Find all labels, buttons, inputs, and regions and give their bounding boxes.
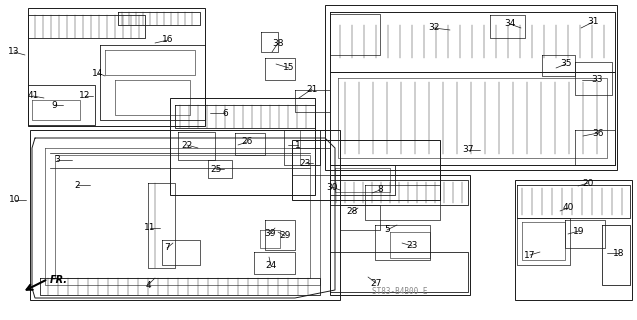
- Text: 4: 4: [145, 281, 151, 290]
- Text: 8: 8: [377, 186, 383, 195]
- Bar: [325, 5, 617, 170]
- Text: 36: 36: [592, 129, 604, 138]
- Text: ST83-B4B00 E: ST83-B4B00 E: [372, 287, 428, 297]
- Text: 15: 15: [283, 63, 295, 73]
- Text: 2: 2: [74, 180, 80, 189]
- Text: 1: 1: [295, 140, 301, 149]
- Text: 9: 9: [51, 100, 57, 109]
- Text: 27: 27: [370, 278, 382, 287]
- Text: 11: 11: [144, 223, 156, 233]
- Text: 5: 5: [384, 226, 390, 235]
- Bar: [292, 140, 440, 200]
- Text: FR.: FR.: [50, 275, 68, 285]
- Text: 33: 33: [591, 76, 603, 84]
- Bar: [170, 98, 315, 195]
- Text: 40: 40: [562, 204, 574, 212]
- Text: 3: 3: [54, 156, 60, 164]
- Text: 19: 19: [573, 227, 585, 236]
- Text: 37: 37: [462, 146, 474, 155]
- Text: 23: 23: [299, 158, 311, 167]
- Bar: [330, 175, 470, 295]
- Text: 38: 38: [272, 38, 283, 47]
- Text: 26: 26: [241, 138, 253, 147]
- Text: 31: 31: [587, 18, 599, 27]
- Text: 24: 24: [266, 261, 276, 270]
- Text: 39: 39: [264, 229, 276, 238]
- Text: 12: 12: [80, 92, 90, 100]
- Text: 32: 32: [428, 23, 440, 33]
- Text: 41: 41: [27, 92, 39, 100]
- Text: 18: 18: [613, 249, 625, 258]
- Text: 35: 35: [561, 60, 572, 68]
- Text: 21: 21: [306, 84, 318, 93]
- Text: 29: 29: [279, 231, 290, 241]
- Text: 17: 17: [524, 251, 536, 260]
- Text: 23: 23: [406, 242, 418, 251]
- Text: 6: 6: [222, 108, 228, 117]
- Bar: [515, 180, 632, 300]
- Bar: [30, 130, 340, 300]
- Text: 28: 28: [347, 207, 358, 217]
- Text: 34: 34: [505, 20, 516, 28]
- Text: 20: 20: [582, 179, 594, 188]
- Text: 7: 7: [164, 244, 170, 252]
- Text: 22: 22: [182, 140, 192, 149]
- Text: 30: 30: [326, 182, 338, 191]
- Text: 16: 16: [162, 36, 174, 44]
- Bar: [28, 8, 205, 126]
- Text: 14: 14: [92, 68, 104, 77]
- Text: 25: 25: [210, 164, 222, 173]
- Text: 10: 10: [10, 196, 21, 204]
- Text: 13: 13: [8, 47, 20, 57]
